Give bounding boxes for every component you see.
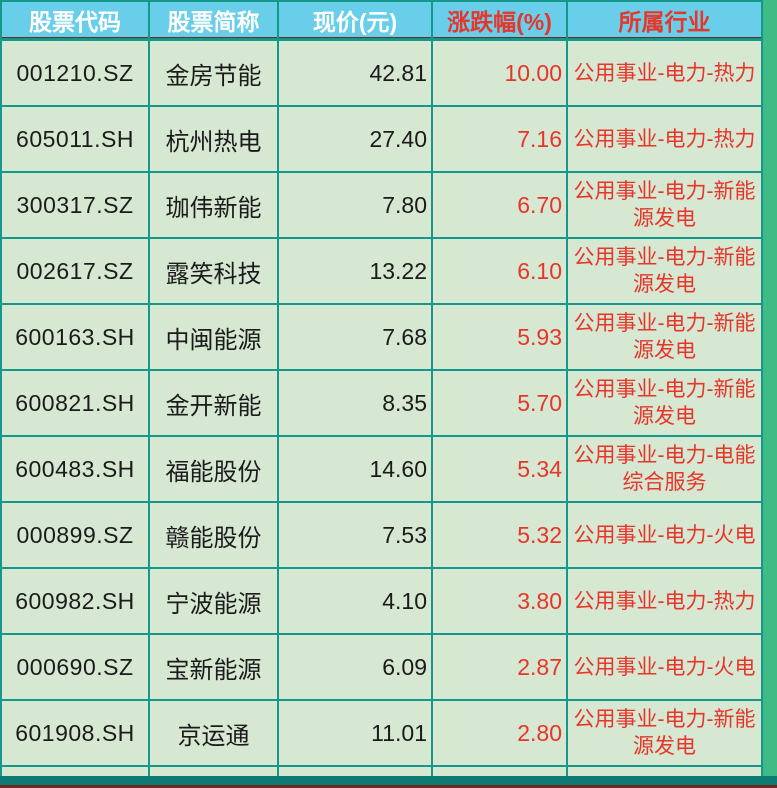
change-pct-cell: 6.10 xyxy=(431,237,568,305)
change-pct-cell: 2.80 xyxy=(431,699,568,767)
stock-name-cell: 宝新能源 xyxy=(148,633,279,701)
stock-table-body: 001210.SZ 金房节能 42.81 10.00 公用事业-电力-热力 60… xyxy=(0,38,763,788)
current-price-cell: 7.80 xyxy=(277,171,433,239)
industry-cell: 公用事业-电力-火电 xyxy=(566,501,763,569)
stock-name-cell: 金房节能 xyxy=(148,38,279,107)
column-header-industry: 所属行业 xyxy=(566,0,763,41)
column-header-change-pct: 涨跌幅(%) xyxy=(431,0,568,41)
change-pct-cell: 6.70 xyxy=(431,171,568,239)
stock-name-cell: 杭州热电 xyxy=(148,105,279,173)
industry-cell: 公用事业-电力-热力 xyxy=(566,38,763,107)
stock-name-cell: 珈伟新能 xyxy=(148,171,279,239)
change-pct-cell: 5.34 xyxy=(431,435,568,503)
table-row: 000690.SZ 宝新能源 6.09 2.87 公用事业-电力-火电 xyxy=(0,633,763,701)
stock-name-cell: 赣能股份 xyxy=(148,501,279,569)
table-row: 601908.SH 京运通 11.01 2.80 公用事业-电力-新能源发电 xyxy=(0,699,763,767)
table-row: 600483.SH 福能股份 14.60 5.34 公用事业-电力-电能综合服务 xyxy=(0,435,763,503)
table-row: 001210.SZ 金房节能 42.81 10.00 公用事业-电力-热力 xyxy=(0,38,763,107)
stock-name-cell: 福能股份 xyxy=(148,435,279,503)
stock-code-cell: 001210.SZ xyxy=(0,38,150,107)
column-header-stock-code: 股票代码 xyxy=(0,0,150,41)
current-price-cell: 27.40 xyxy=(277,105,433,173)
industry-cell: 公用事业-电力-电能综合服务 xyxy=(566,435,763,503)
industry-cell: 公用事业-电力-热力 xyxy=(566,105,763,173)
table-row: 000899.SZ 赣能股份 7.53 5.32 公用事业-电力-火电 xyxy=(0,501,763,569)
change-pct-cell: 5.93 xyxy=(431,303,568,371)
column-header-current-price: 现价(元) xyxy=(277,0,433,41)
change-pct-cell: 5.70 xyxy=(431,369,568,437)
bottom-edge-band xyxy=(0,776,777,788)
column-header-stock-name: 股票简称 xyxy=(148,0,279,41)
stock-code-cell: 600483.SH xyxy=(0,435,150,503)
table-row: 605011.SH 杭州热电 27.40 7.16 公用事业-电力-热力 xyxy=(0,105,763,173)
change-pct-cell: 5.32 xyxy=(431,501,568,569)
current-price-cell: 14.60 xyxy=(277,435,433,503)
change-pct-cell: 10.00 xyxy=(431,38,568,107)
table-row: 600821.SH 金开新能 8.35 5.70 公用事业-电力-新能源发电 xyxy=(0,369,763,437)
industry-cell: 公用事业-电力-新能源发电 xyxy=(566,303,763,371)
stock-name-cell: 露笑科技 xyxy=(148,237,279,305)
current-price-cell: 11.01 xyxy=(277,699,433,767)
current-price-cell: 13.22 xyxy=(277,237,433,305)
stock-table-header: 股票代码 股票简称 现价(元) 涨跌幅(%) 所属行业 xyxy=(0,0,763,41)
stock-code-cell: 300317.SZ xyxy=(0,171,150,239)
table-row: 002617.SZ 露笑科技 13.22 6.10 公用事业-电力-新能源发电 xyxy=(0,237,763,305)
stock-code-cell: 002617.SZ xyxy=(0,237,150,305)
change-pct-cell: 3.80 xyxy=(431,567,568,635)
current-price-cell: 7.53 xyxy=(277,501,433,569)
industry-cell: 公用事业-电力-火电 xyxy=(566,633,763,701)
right-edge-band xyxy=(763,0,777,788)
stock-code-cell: 000899.SZ xyxy=(0,501,150,569)
stock-code-cell: 600163.SH xyxy=(0,303,150,371)
change-pct-cell: 7.16 xyxy=(431,105,568,173)
industry-cell: 公用事业-电力-新能源发电 xyxy=(566,369,763,437)
table-row: 300317.SZ 珈伟新能 7.80 6.70 公用事业-电力-新能源发电 xyxy=(0,171,763,239)
stock-code-cell: 605011.SH xyxy=(0,105,150,173)
current-price-cell: 42.81 xyxy=(277,38,433,107)
stock-name-cell: 京运通 xyxy=(148,699,279,767)
current-price-cell: 6.09 xyxy=(277,633,433,701)
change-pct-cell: 2.87 xyxy=(431,633,568,701)
current-price-cell: 8.35 xyxy=(277,369,433,437)
industry-cell: 公用事业-电力-新能源发电 xyxy=(566,171,763,239)
table-row: 600163.SH 中闽能源 7.68 5.93 公用事业-电力-新能源发电 xyxy=(0,303,763,371)
current-price-cell: 7.68 xyxy=(277,303,433,371)
header-row: 股票代码 股票简称 现价(元) 涨跌幅(%) 所属行业 xyxy=(0,0,763,41)
industry-cell: 公用事业-电力-新能源发电 xyxy=(566,699,763,767)
table-row: 600982.SH 宁波能源 4.10 3.80 公用事业-电力-热力 xyxy=(0,567,763,635)
stock-name-cell: 宁波能源 xyxy=(148,567,279,635)
stock-code-cell: 600821.SH xyxy=(0,369,150,437)
industry-cell: 公用事业-电力-新能源发电 xyxy=(566,237,763,305)
stock-code-cell: 000690.SZ xyxy=(0,633,150,701)
stock-name-cell: 中闽能源 xyxy=(148,303,279,371)
stock-code-cell: 601908.SH xyxy=(0,699,150,767)
industry-cell: 公用事业-电力-热力 xyxy=(566,567,763,635)
stock-code-cell: 600982.SH xyxy=(0,567,150,635)
stock-name-cell: 金开新能 xyxy=(148,369,279,437)
current-price-cell: 4.10 xyxy=(277,567,433,635)
